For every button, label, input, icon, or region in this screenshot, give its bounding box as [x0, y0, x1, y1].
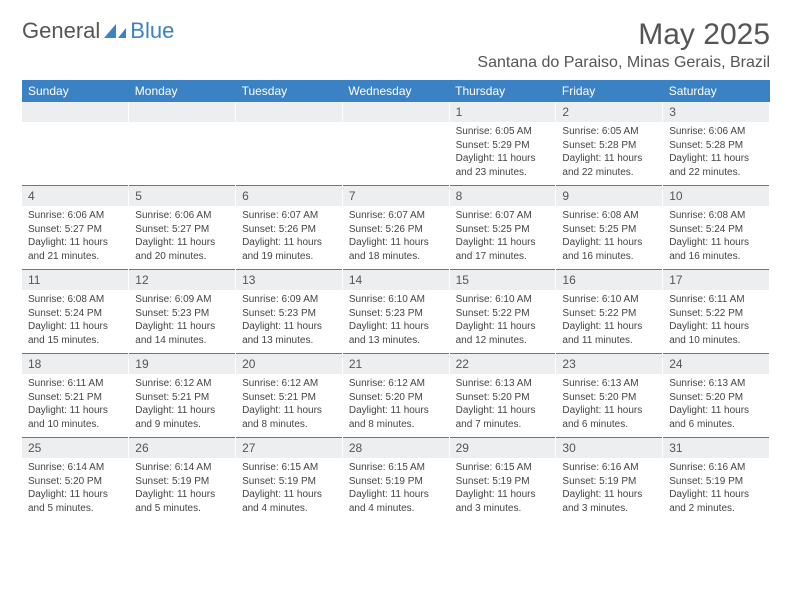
- day-number: 16: [556, 270, 663, 290]
- logo-text-2: Blue: [130, 18, 174, 44]
- day-number: 7: [342, 186, 449, 206]
- day-detail: Sunrise: 6:06 AMSunset: 5:27 PMDaylight:…: [129, 206, 236, 270]
- day-number-row: 25262728293031: [22, 438, 770, 458]
- location-label: Santana do Paraiso, Minas Gerais, Brazil: [477, 54, 770, 72]
- day-number: 13: [236, 270, 343, 290]
- weekday-header: Wednesday: [342, 80, 449, 102]
- day-number: 29: [449, 438, 556, 458]
- day-detail: Sunrise: 6:07 AMSunset: 5:25 PMDaylight:…: [449, 206, 556, 270]
- calendar-table: Sunday Monday Tuesday Wednesday Thursday…: [22, 80, 770, 521]
- day-detail: Sunrise: 6:15 AMSunset: 5:19 PMDaylight:…: [342, 458, 449, 521]
- weekday-header-row: Sunday Monday Tuesday Wednesday Thursday…: [22, 80, 770, 102]
- day-number: 27: [236, 438, 343, 458]
- day-detail: Sunrise: 6:08 AMSunset: 5:25 PMDaylight:…: [556, 206, 663, 270]
- day-number: 3: [663, 102, 770, 122]
- day-number: 26: [129, 438, 236, 458]
- day-detail: Sunrise: 6:10 AMSunset: 5:22 PMDaylight:…: [556, 290, 663, 354]
- day-detail: Sunrise: 6:07 AMSunset: 5:26 PMDaylight:…: [236, 206, 343, 270]
- day-number: 4: [22, 186, 129, 206]
- logo-text-1: General: [22, 18, 100, 44]
- day-number: [236, 102, 343, 122]
- day-number-row: 11121314151617: [22, 270, 770, 290]
- day-number: 19: [129, 354, 236, 374]
- day-detail: Sunrise: 6:16 AMSunset: 5:19 PMDaylight:…: [556, 458, 663, 521]
- day-number: 12: [129, 270, 236, 290]
- logo: General Blue: [22, 18, 174, 44]
- day-detail: [342, 122, 449, 186]
- weekday-header: Tuesday: [236, 80, 343, 102]
- day-number: [22, 102, 129, 122]
- day-detail-row: Sunrise: 6:05 AMSunset: 5:29 PMDaylight:…: [22, 122, 770, 186]
- day-number: 5: [129, 186, 236, 206]
- day-number: 25: [22, 438, 129, 458]
- day-number: 18: [22, 354, 129, 374]
- day-number-row: 123: [22, 102, 770, 122]
- day-number: 24: [663, 354, 770, 374]
- day-detail: Sunrise: 6:10 AMSunset: 5:23 PMDaylight:…: [342, 290, 449, 354]
- day-number: 17: [663, 270, 770, 290]
- day-number-row: 45678910: [22, 186, 770, 206]
- day-detail: Sunrise: 6:13 AMSunset: 5:20 PMDaylight:…: [556, 374, 663, 438]
- day-detail: [236, 122, 343, 186]
- day-detail: [129, 122, 236, 186]
- day-number: 15: [449, 270, 556, 290]
- day-number: 21: [342, 354, 449, 374]
- day-detail: Sunrise: 6:14 AMSunset: 5:20 PMDaylight:…: [22, 458, 129, 521]
- day-number: 11: [22, 270, 129, 290]
- weekday-header: Saturday: [663, 80, 770, 102]
- day-detail-row: Sunrise: 6:06 AMSunset: 5:27 PMDaylight:…: [22, 206, 770, 270]
- day-number: 6: [236, 186, 343, 206]
- day-number: 9: [556, 186, 663, 206]
- header: General Blue May 2025 Santana do Paraiso…: [22, 18, 770, 72]
- day-number: 1: [449, 102, 556, 122]
- day-detail-row: Sunrise: 6:14 AMSunset: 5:20 PMDaylight:…: [22, 458, 770, 521]
- day-detail: Sunrise: 6:12 AMSunset: 5:21 PMDaylight:…: [129, 374, 236, 438]
- day-number: 8: [449, 186, 556, 206]
- day-detail: Sunrise: 6:08 AMSunset: 5:24 PMDaylight:…: [663, 206, 770, 270]
- day-detail: Sunrise: 6:09 AMSunset: 5:23 PMDaylight:…: [129, 290, 236, 354]
- title-block: May 2025 Santana do Paraiso, Minas Gerai…: [477, 18, 770, 72]
- day-number: 22: [449, 354, 556, 374]
- day-detail: Sunrise: 6:16 AMSunset: 5:19 PMDaylight:…: [663, 458, 770, 521]
- day-number: 14: [342, 270, 449, 290]
- day-detail: Sunrise: 6:08 AMSunset: 5:24 PMDaylight:…: [22, 290, 129, 354]
- day-detail: Sunrise: 6:15 AMSunset: 5:19 PMDaylight:…: [236, 458, 343, 521]
- day-detail: [22, 122, 129, 186]
- day-detail: Sunrise: 6:14 AMSunset: 5:19 PMDaylight:…: [129, 458, 236, 521]
- day-detail-row: Sunrise: 6:08 AMSunset: 5:24 PMDaylight:…: [22, 290, 770, 354]
- day-detail: Sunrise: 6:11 AMSunset: 5:22 PMDaylight:…: [663, 290, 770, 354]
- day-detail: Sunrise: 6:13 AMSunset: 5:20 PMDaylight:…: [663, 374, 770, 438]
- day-number: 2: [556, 102, 663, 122]
- day-detail-row: Sunrise: 6:11 AMSunset: 5:21 PMDaylight:…: [22, 374, 770, 438]
- day-detail: Sunrise: 6:05 AMSunset: 5:28 PMDaylight:…: [556, 122, 663, 186]
- day-number: 31: [663, 438, 770, 458]
- day-number: 28: [342, 438, 449, 458]
- weekday-header: Friday: [556, 80, 663, 102]
- day-detail: Sunrise: 6:12 AMSunset: 5:20 PMDaylight:…: [342, 374, 449, 438]
- day-detail: Sunrise: 6:10 AMSunset: 5:22 PMDaylight:…: [449, 290, 556, 354]
- day-detail: Sunrise: 6:15 AMSunset: 5:19 PMDaylight:…: [449, 458, 556, 521]
- day-number: 10: [663, 186, 770, 206]
- day-number: [342, 102, 449, 122]
- day-detail: Sunrise: 6:05 AMSunset: 5:29 PMDaylight:…: [449, 122, 556, 186]
- day-number: 23: [556, 354, 663, 374]
- weekday-header: Monday: [129, 80, 236, 102]
- day-detail: Sunrise: 6:09 AMSunset: 5:23 PMDaylight:…: [236, 290, 343, 354]
- day-detail: Sunrise: 6:06 AMSunset: 5:27 PMDaylight:…: [22, 206, 129, 270]
- page-title: May 2025: [477, 18, 770, 52]
- day-detail: Sunrise: 6:12 AMSunset: 5:21 PMDaylight:…: [236, 374, 343, 438]
- day-detail: Sunrise: 6:07 AMSunset: 5:26 PMDaylight:…: [342, 206, 449, 270]
- weekday-header: Thursday: [449, 80, 556, 102]
- day-detail: Sunrise: 6:11 AMSunset: 5:21 PMDaylight:…: [22, 374, 129, 438]
- weekday-header: Sunday: [22, 80, 129, 102]
- day-number-row: 18192021222324: [22, 354, 770, 374]
- logo-sail-icon: [102, 22, 128, 40]
- day-detail: Sunrise: 6:13 AMSunset: 5:20 PMDaylight:…: [449, 374, 556, 438]
- day-number: [129, 102, 236, 122]
- day-number: 30: [556, 438, 663, 458]
- day-number: 20: [236, 354, 343, 374]
- day-detail: Sunrise: 6:06 AMSunset: 5:28 PMDaylight:…: [663, 122, 770, 186]
